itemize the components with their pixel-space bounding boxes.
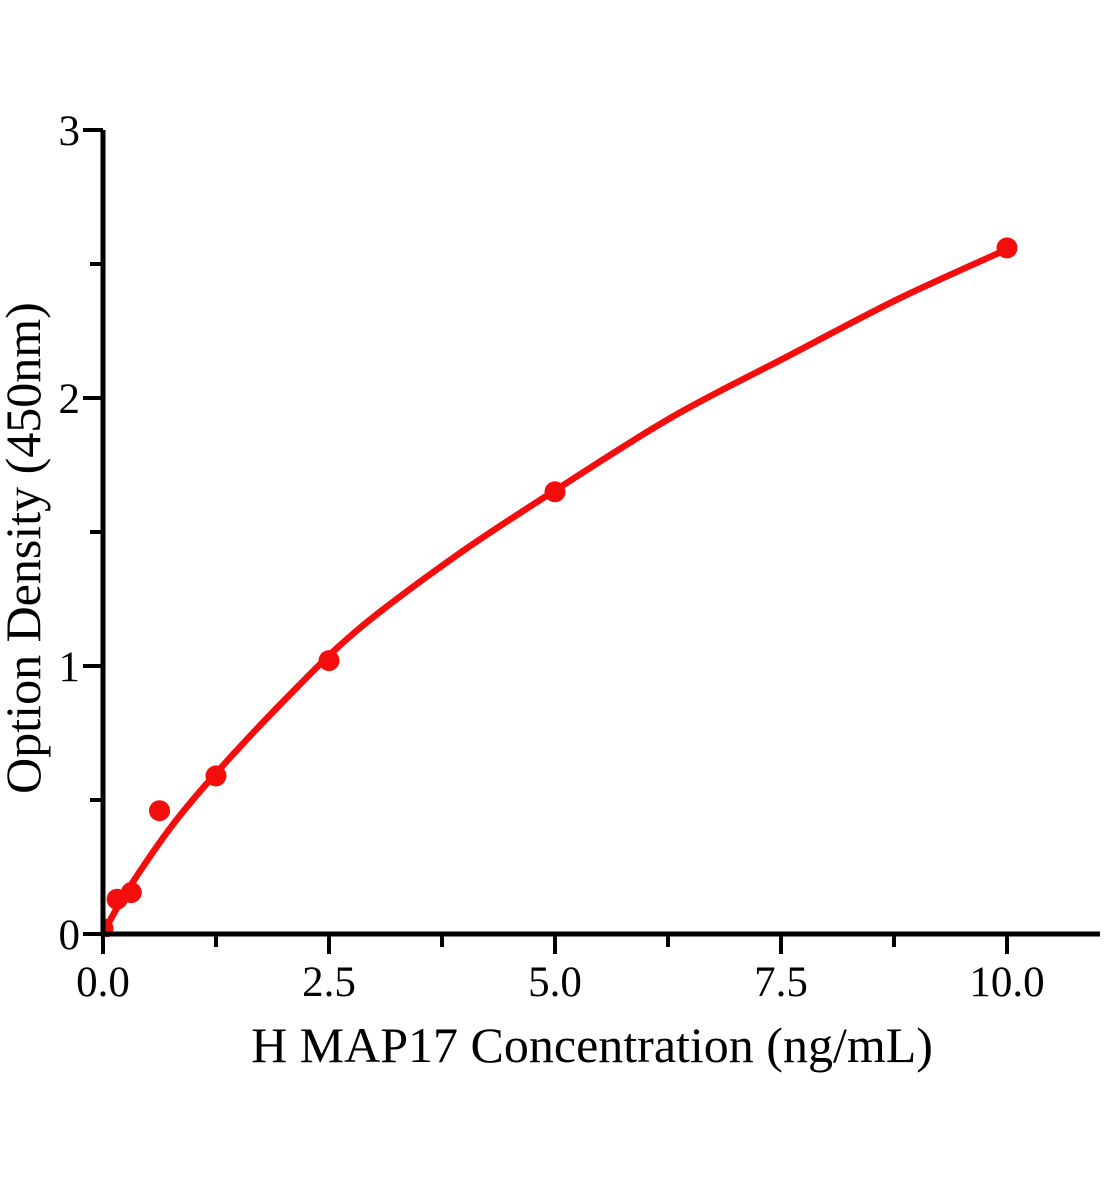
x-axis-title: H MAP17 Concentration (ng/mL) bbox=[251, 1017, 933, 1073]
ticks-layer bbox=[83, 128, 1009, 954]
y-tick-label: 2 bbox=[59, 376, 81, 423]
data-point-marker bbox=[318, 650, 340, 672]
data-point-marker bbox=[205, 765, 227, 787]
data-point-marker bbox=[996, 237, 1018, 259]
y-tick-label: 0 bbox=[59, 912, 81, 959]
x-tick-label: 2.5 bbox=[302, 959, 356, 1006]
x-tick-label: 7.5 bbox=[754, 959, 808, 1006]
data-point-marker bbox=[544, 481, 566, 503]
axes-layer bbox=[100, 130, 1100, 937]
data-point-marker bbox=[149, 800, 170, 822]
data-point-marker bbox=[120, 882, 142, 903]
fitted-curve-layer bbox=[103, 246, 1011, 937]
y-axis-title: Option Density (450nm) bbox=[0, 302, 51, 794]
y-tick-label: 3 bbox=[59, 108, 81, 155]
y-tick-label: 1 bbox=[59, 644, 81, 691]
x-tick-label: 5.0 bbox=[528, 959, 582, 1006]
x-tick-label: 0.0 bbox=[76, 959, 130, 1006]
data-points-layer bbox=[103, 237, 1018, 937]
tick-labels-layer: 0.0 2.5 5.0 7.5 10.0 0 1 2 3 bbox=[59, 108, 1045, 1006]
axis-lines bbox=[100, 130, 1100, 937]
fitted-curve-path bbox=[103, 246, 1011, 937]
x-tick-label: 10.0 bbox=[969, 959, 1044, 1006]
